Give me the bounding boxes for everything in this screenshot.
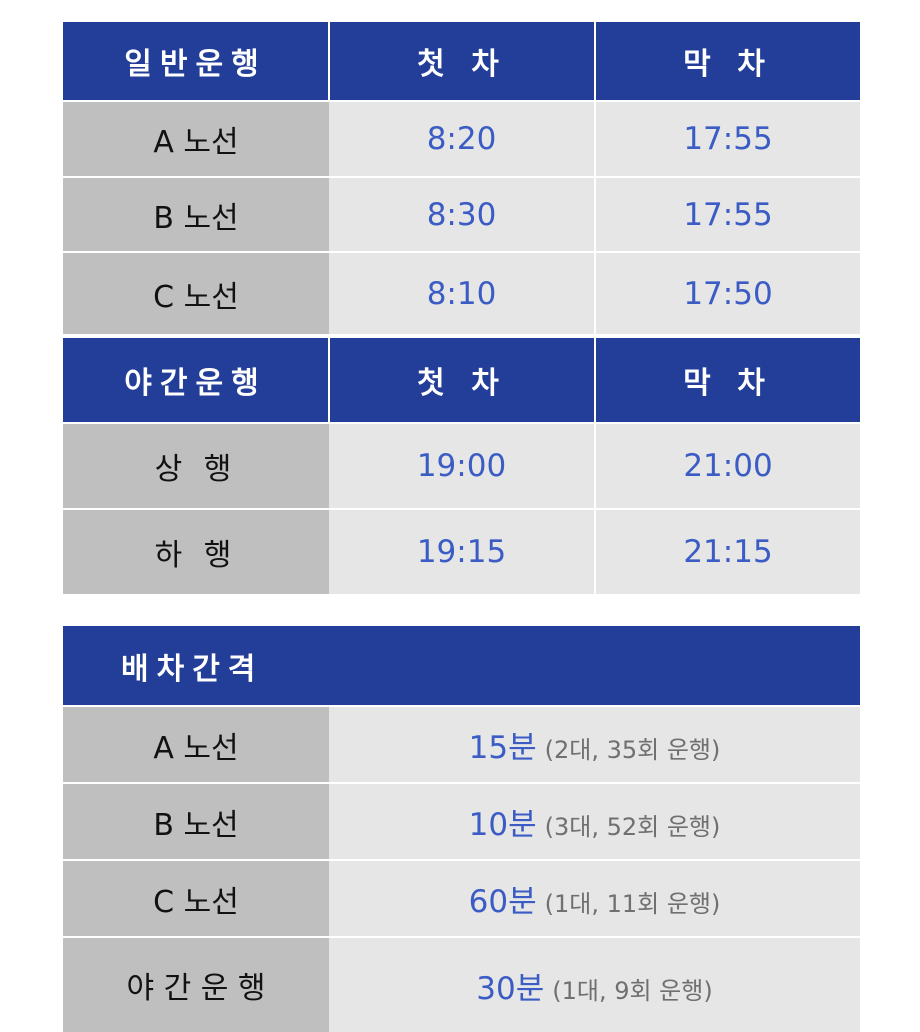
day-header-last: 막 차: [594, 22, 860, 101]
table-row: 상 행 19:00 21:00: [63, 422, 860, 509]
table-row: A 노선 8:20 17:55: [63, 100, 860, 177]
last-bus-time: 17:55: [594, 100, 860, 177]
day-header-first: 첫 차: [328, 22, 595, 101]
first-bus-time: 8:10: [329, 251, 595, 336]
route-label: C 노선: [63, 859, 329, 937]
first-bus-time: 8:20: [329, 100, 595, 177]
night-header-row: 야간운행 첫 차 막 차: [63, 334, 860, 423]
night-header-label: 야간운행: [63, 334, 329, 423]
route-label: A 노선: [63, 705, 329, 783]
route-label: 상 행: [63, 422, 329, 509]
table-row: 하 행 19:15 21:15: [63, 508, 860, 594]
day-header-row: 일반운행 첫 차 막 차: [63, 22, 860, 101]
interval-note: (1대, 11회 운행): [544, 890, 721, 918]
interval-title: 배차간격: [63, 626, 860, 706]
first-bus-time: 8:30: [329, 176, 595, 252]
table-row: 야 간 운 행 30분 (1대, 9회 운행): [63, 936, 860, 1032]
route-label: B 노선: [63, 782, 329, 860]
route-label: A 노선: [63, 100, 329, 177]
last-bus-time: 17:50: [594, 251, 860, 336]
first-bus-time: 19:00: [329, 422, 595, 509]
last-bus-time: 21:00: [594, 422, 860, 509]
night-header-last: 막 차: [594, 334, 860, 423]
interval-cell: 60분 (1대, 11회 운행): [329, 859, 860, 937]
interval-value: 15분: [468, 730, 537, 766]
table-row: B 노선 8:30 17:55: [63, 176, 860, 252]
interval-note: (1대, 9회 운행): [552, 976, 713, 1005]
interval-cell: 15분 (2대, 35회 운행): [329, 705, 860, 783]
table-row: C 노선 60분 (1대, 11회 운행): [63, 859, 860, 937]
interval-value: 30분: [476, 970, 545, 1007]
interval-note: (2대, 35회 운행): [544, 736, 721, 764]
schedule-table: 일반운행 첫 차 막 차 A 노선 8:20 17:55 B 노선 8:30 1…: [63, 22, 860, 594]
interval-value: 10분: [468, 807, 537, 843]
night-header-first: 첫 차: [328, 334, 595, 423]
interval-header-row: 배차간격: [63, 626, 860, 706]
interval-cell: 30분 (1대, 9회 운행): [329, 936, 860, 1032]
first-bus-time: 19:15: [329, 508, 595, 594]
last-bus-time: 17:55: [594, 176, 860, 252]
last-bus-time: 21:15: [594, 508, 860, 594]
interval-value: 60분: [468, 884, 537, 920]
route-label: 야 간 운 행: [63, 936, 329, 1032]
interval-note: (3대, 52회 운행): [544, 813, 721, 841]
table-row: C 노선 8:10 17:50: [63, 251, 860, 336]
route-label: C 노선: [63, 251, 329, 336]
interval-cell: 10분 (3대, 52회 운행): [329, 782, 860, 860]
table-row: B 노선 10분 (3대, 52회 운행): [63, 782, 860, 860]
interval-table: 배차간격 A 노선 15분 (2대, 35회 운행) B 노선 10분 (3대, 5…: [63, 626, 860, 1032]
day-header-label: 일반운행: [63, 22, 329, 101]
table-row: A 노선 15분 (2대, 35회 운행): [63, 705, 860, 783]
route-label: 하 행: [63, 508, 329, 594]
route-label: B 노선: [63, 176, 329, 252]
